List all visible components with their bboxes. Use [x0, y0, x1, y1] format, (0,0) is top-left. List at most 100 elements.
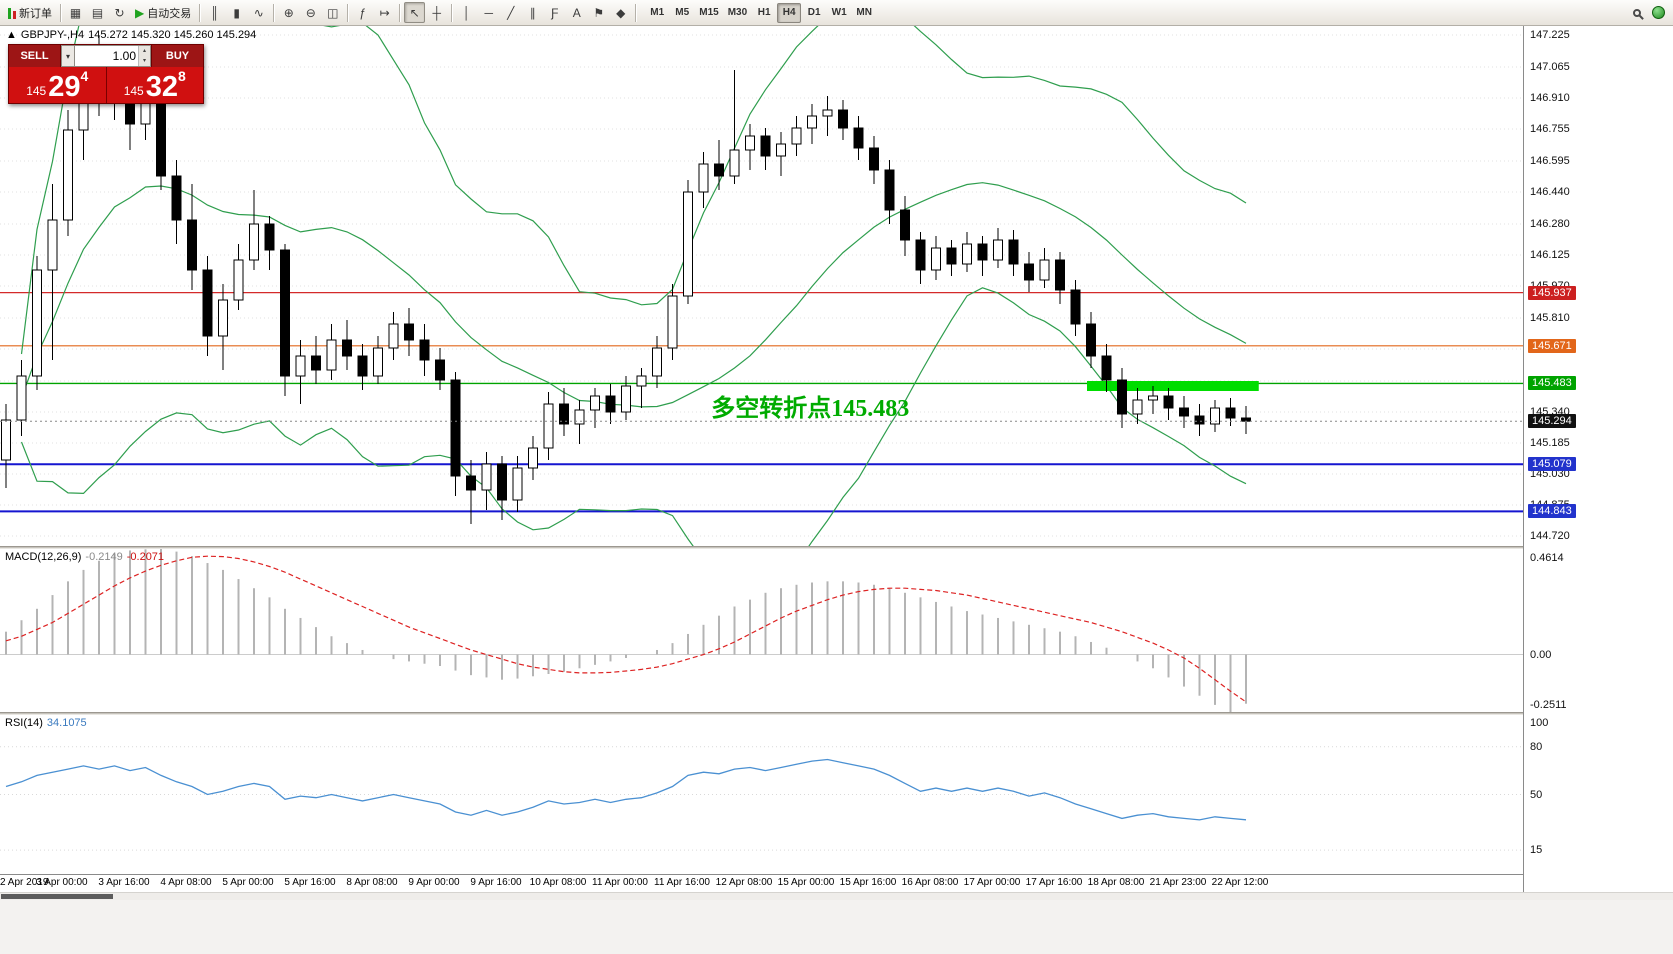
main-chart-pane[interactable]: 多空转折点145.483 ▲ GBPJPY-,H4 145.272 145.320 …: [0, 26, 1523, 546]
zoom-out-button[interactable]: ⊖: [300, 2, 321, 23]
buy-price[interactable]: 145 32 8: [107, 67, 204, 103]
sell-button[interactable]: SELL: [9, 45, 61, 67]
new-order-button[interactable]: 新订单: [4, 2, 56, 23]
rsi-axis[interactable]: 100 80 50 15: [1524, 715, 1673, 874]
shapes-button[interactable]: ◆: [610, 2, 631, 23]
vertical-line-button[interactable]: │: [456, 2, 477, 23]
timeframe-d1-button[interactable]: D1: [802, 3, 826, 23]
line-chart-button[interactable]: ∿: [248, 2, 269, 23]
channel-button[interactable]: ∥: [522, 2, 543, 23]
trade-panel-controls: SELL ▾ ▴ ▾ BUY: [9, 45, 203, 67]
community-button[interactable]: [1648, 2, 1669, 23]
time-label: 18 Apr 08:00: [1087, 877, 1145, 888]
timeframe-mn-button[interactable]: MN: [852, 3, 876, 23]
macd-canvas[interactable]: [0, 549, 1523, 712]
text-icon: A: [572, 5, 581, 20]
buy-button[interactable]: BUY: [151, 45, 203, 67]
toolbar-separator: [60, 3, 61, 22]
time-label: 3 Apr 00:00: [36, 877, 88, 888]
volume-up-button[interactable]: ▴: [139, 46, 150, 56]
zoom-out-icon: ⊖: [305, 5, 316, 20]
axis-label: 146.595: [1530, 155, 1570, 167]
macd-axis[interactable]: 0.4614 0.00 -0.2511: [1524, 549, 1673, 712]
pane-divider[interactable]: [0, 546, 1523, 549]
label-icon: ⚑: [593, 5, 605, 20]
macd-signal-value: -0.2071: [126, 551, 165, 563]
new-order-button-label: 新订单: [19, 7, 52, 20]
timeframe-m30-button[interactable]: M30: [724, 3, 751, 23]
trade-panel-prices: 145 29 4 145 32 8: [9, 67, 203, 103]
scrollbar-thumb[interactable]: [1, 894, 113, 899]
shapes-icon: ◆: [616, 5, 626, 20]
timeframe-m1-button[interactable]: M1: [645, 3, 669, 23]
axis-label: 100: [1530, 717, 1549, 729]
toolbar-separator: [635, 3, 637, 22]
symbol-label: GBPJPY-,H4: [20, 29, 85, 41]
trendline-icon: ╱: [507, 5, 515, 20]
shift-chart-button[interactable]: ↦: [374, 2, 395, 23]
rsi-canvas[interactable]: [0, 715, 1523, 874]
text-button[interactable]: A: [566, 2, 587, 23]
axis-label: -0.2511: [1530, 699, 1567, 711]
time-label: 15 Apr 00:00: [777, 877, 835, 888]
macd-label: MACD(12,26,9) -0.2149 -0.2071: [5, 551, 164, 563]
candle-chart-button[interactable]: ▮: [226, 2, 247, 23]
timeframe-h1-button[interactable]: H1: [752, 3, 776, 23]
time-axis[interactable]: 2 Apr 2019 3 Apr 00:00 3 Apr 16:00 4 Apr 08…: [0, 874, 1523, 892]
time-label: 3 Apr 16:00: [98, 877, 150, 888]
charts-grid-button[interactable]: ▦: [65, 2, 86, 23]
axis-label: 147.065: [1530, 61, 1570, 73]
pane-divider[interactable]: [0, 712, 1523, 715]
fibonacci-button[interactable]: Ƒ: [544, 2, 565, 23]
line-chart-icon: ∿: [253, 5, 264, 20]
indicators-icon: ƒ: [359, 5, 367, 20]
horizontal-scrollbar[interactable]: [0, 892, 1673, 900]
trendline-button[interactable]: ╱: [500, 2, 521, 23]
rsi-pane[interactable]: RSI(14) 34.1075: [0, 715, 1523, 874]
timeframe-m15-button[interactable]: M15: [695, 3, 722, 23]
macd-pane[interactable]: MACD(12,26,9) -0.2149 -0.2071: [0, 549, 1523, 712]
label-button[interactable]: ⚑: [588, 2, 609, 23]
refresh-button[interactable]: ↻: [109, 2, 130, 23]
toolbar: 新订单 ▦ ▤ ↻ ▶ 自动交易 ║ ▮ ∿ ⊕ ⊖ ◫ ƒ ↦ ↖ ┼ │ ─ ╱ ∥ Ƒ A ⚑ ◆ M1 M5 M15 M30 H…: [0, 0, 1673, 26]
timeframe-w1-button[interactable]: W1: [827, 3, 851, 23]
sell-price[interactable]: 145 29 4: [9, 67, 106, 103]
price-tag: 144.843: [1528, 504, 1576, 519]
tile-windows-button[interactable]: ◫: [322, 2, 343, 23]
price-axis[interactable]: 147.225 147.065 146.910 146.755 146.595 146.4…: [1523, 26, 1673, 892]
zoom-in-button[interactable]: ⊕: [278, 2, 299, 23]
indicators-button[interactable]: ƒ: [352, 2, 373, 23]
axis-label: 80: [1530, 740, 1543, 753]
timeframe-h4-button[interactable]: H4: [777, 2, 802, 23]
crosshair-button[interactable]: ┼: [426, 2, 447, 23]
tile-windows-icon: ◫: [327, 5, 339, 20]
bar-chart-button[interactable]: ║: [204, 2, 225, 23]
main-price-axis[interactable]: 147.225 147.065 146.910 146.755 146.595 146.4…: [1524, 26, 1673, 546]
volume-down-button[interactable]: ▾: [139, 56, 150, 66]
volume-input[interactable]: [75, 46, 138, 66]
zoom-in-icon: ⊕: [283, 5, 294, 20]
autotrade-button[interactable]: ▶ 自动交易: [131, 2, 195, 23]
chart-area: 多空转折点145.483 ▲ GBPJPY-,H4 145.272 145.320 …: [0, 26, 1523, 892]
price-tag: 145.079: [1528, 457, 1576, 472]
cursor-button[interactable]: ↖: [404, 2, 426, 23]
profiles-button[interactable]: ▤: [87, 2, 108, 23]
timeframe-m5-button[interactable]: M5: [670, 3, 694, 23]
time-label: 12 Apr 08:00: [715, 877, 773, 888]
time-label: 5 Apr 16:00: [284, 877, 336, 888]
search-button[interactable]: [1626, 2, 1647, 23]
volume-spinner: ▴ ▾: [138, 46, 150, 66]
channel-icon: ∥: [529, 5, 536, 20]
toolbar-separator: [199, 3, 201, 22]
volume-dropdown-button[interactable]: ▾: [61, 45, 75, 67]
axis-label: 15: [1530, 844, 1543, 857]
search-icon: [1632, 8, 1641, 17]
time-label: 21 Apr 23:00: [1149, 877, 1207, 888]
main-chart-canvas[interactable]: 多空转折点145.483: [0, 26, 1523, 546]
timeframe-group: M1 M5 M15 M30 H1 H4 D1 W1 MN: [645, 2, 876, 23]
macd-main-value: -0.2149: [85, 551, 123, 563]
rsi-name: RSI(14): [5, 717, 43, 729]
horizontal-line-button[interactable]: ─: [478, 2, 499, 23]
